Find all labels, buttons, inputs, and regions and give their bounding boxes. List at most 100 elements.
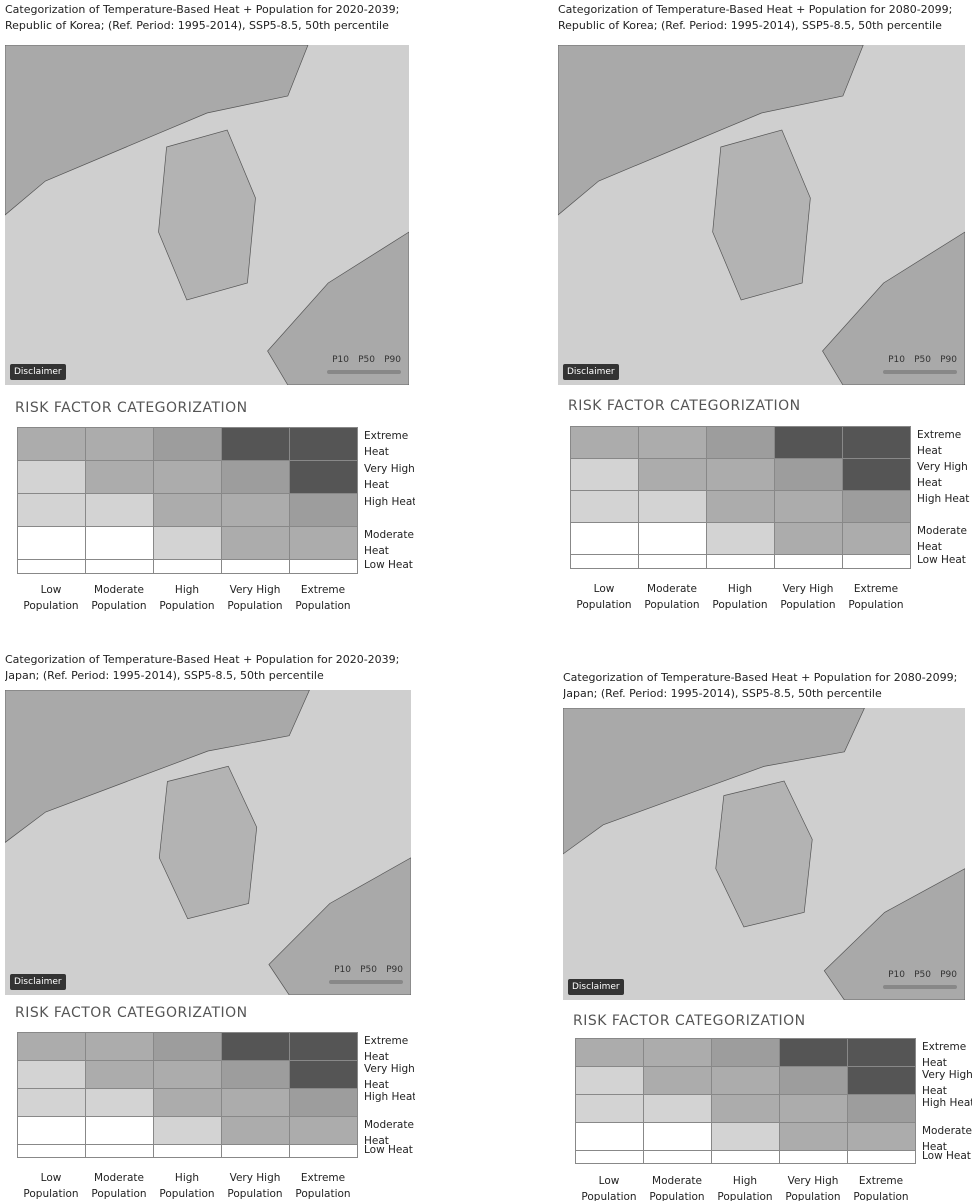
matrix-cell [711,1094,780,1123]
matrix-cell [638,490,707,523]
percentile-label: P50 [914,970,931,980]
map-art [5,690,411,995]
matrix-cell [779,1150,848,1164]
matrix-cell [289,1088,358,1117]
row-label: Low Heat [917,552,972,568]
matrix-cell [221,427,290,461]
matrix-cell [774,522,843,555]
matrix-cell [570,490,639,523]
percentile-label: P50 [360,965,377,975]
matrix-cell [85,559,154,574]
percentile-label: P90 [384,355,401,365]
column-label: Extreme Population [289,582,357,614]
column-label: Extreme Population [842,581,910,613]
section-heading: RISK FACTOR CATEGORIZATION [15,400,248,416]
land [558,45,863,215]
matrix-cell [221,1116,290,1145]
matrix-cell [221,1144,290,1158]
column-label: Moderate Population [643,1173,711,1201]
matrix-cell [638,458,707,491]
row-label: Extreme Heat [917,427,972,459]
matrix-cell [570,458,639,491]
matrix-cell [85,427,154,461]
percentile-label: P10 [888,970,905,980]
land [5,45,308,215]
matrix-cell [85,1116,154,1145]
land [5,690,310,843]
percentile-label: P50 [914,355,931,365]
matrix-cell [85,493,154,527]
matrix-cell [85,1060,154,1089]
map-panel: Categorization of Temperature-Based Heat… [558,2,972,617]
page: Categorization of Temperature-Based Heat… [0,0,972,1201]
section-heading: RISK FACTOR CATEGORIZATION [15,1005,248,1021]
matrix-cell [643,1150,712,1164]
column-label: High Population [153,1170,221,1201]
disclaimer-button[interactable]: Disclaimer [568,979,624,995]
row-label: Moderate Heat [364,527,415,559]
row-label: Moderate Heat [917,523,972,555]
matrix-cell [779,1094,848,1123]
column-label: Low Population [17,582,85,614]
disclaimer-button[interactable]: Disclaimer [10,364,66,380]
panel-title: Categorization of Temperature-Based Heat… [563,670,957,686]
matrix-cell [774,554,843,569]
row-label: Low Heat [922,1148,972,1164]
column-label: Low Population [17,1170,85,1201]
map-panel: Categorization of Temperature-Based Heat… [5,652,415,1201]
matrix-cell [17,1032,86,1061]
matrix-cell [842,554,911,569]
matrix-cell [575,1066,644,1095]
matrix-cell [289,460,358,494]
disclaimer-button[interactable]: Disclaimer [563,364,619,380]
percentile-slider[interactable] [329,980,403,984]
panel-title: Categorization of Temperature-Based Heat… [5,652,399,668]
matrix-cell [289,1032,358,1061]
matrix-cell [711,1038,780,1067]
matrix-cell [847,1122,916,1151]
column-label: Moderate Population [85,1170,153,1201]
matrix-cell [221,526,290,560]
matrix-cell [221,1060,290,1089]
panel-title: Japan; (Ref. Period: 1995-2014), SSP5-8.… [5,668,324,684]
percentile-label: P90 [386,965,403,975]
matrix-cell [570,554,639,569]
matrix-cell [779,1038,848,1067]
matrix-cell [221,1088,290,1117]
row-label: Extreme Heat [364,428,415,460]
matrix-cell [575,1122,644,1151]
matrix-cell [17,493,86,527]
matrix-cell [17,1144,86,1158]
percentile-slider[interactable] [883,370,957,374]
land [716,781,812,927]
column-label: Extreme Population [847,1173,915,1201]
percentile-slider[interactable] [327,370,401,374]
map-art [5,45,409,385]
matrix-cell [774,490,843,523]
matrix-cell [847,1094,916,1123]
matrix-cell [842,522,911,555]
matrix-cell [638,554,707,569]
matrix-cell [711,1066,780,1095]
row-label: High Heat [917,491,972,523]
matrix-cell [153,559,222,574]
matrix-cell [221,493,290,527]
disclaimer-button[interactable]: Disclaimer [10,974,66,990]
matrix-cell [643,1038,712,1067]
matrix-cell [153,1116,222,1145]
matrix-cell [643,1094,712,1123]
row-label: Very High Heat [917,459,972,491]
matrix-cell [85,1032,154,1061]
matrix-cell [17,460,86,494]
matrix-cell [774,426,843,459]
matrix-cell [221,559,290,574]
matrix-cell [153,493,222,527]
land [713,130,811,300]
column-label: Moderate Population [638,581,706,613]
matrix-cell [289,493,358,527]
panel-title: Japan; (Ref. Period: 1995-2014), SSP5-8.… [563,686,882,702]
matrix-cell [85,1144,154,1158]
percentile-label: P90 [940,355,957,365]
matrix-cell [17,1088,86,1117]
percentile-slider[interactable] [883,985,957,989]
